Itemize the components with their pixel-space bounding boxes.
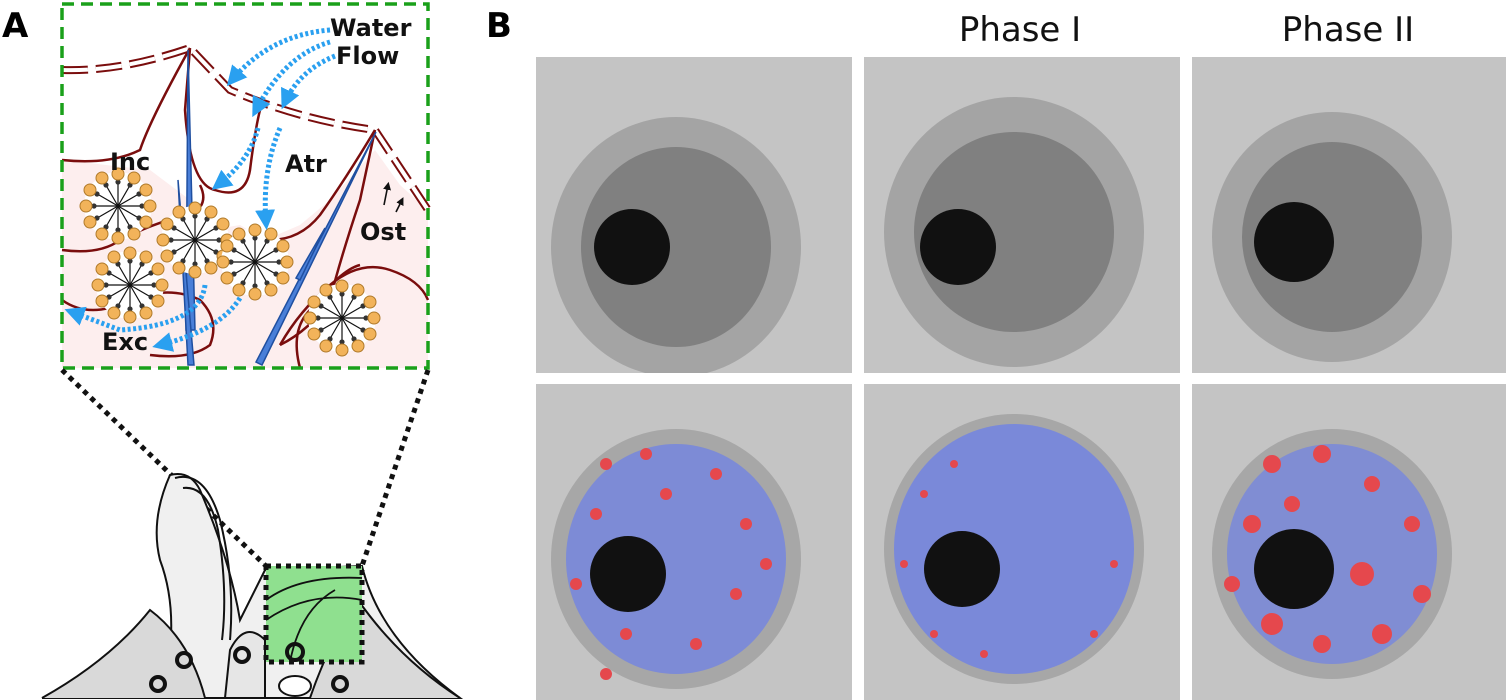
sponge-body [41, 473, 464, 699]
gemmule-core [1254, 529, 1334, 609]
micrograph-raw-phase-2 [1192, 57, 1506, 373]
panel-label-a: A [2, 6, 29, 46]
gemmule-core [594, 209, 670, 285]
micrograph-segmented-phase-2 [1192, 384, 1506, 700]
label-atrium: Atr [285, 150, 327, 178]
label-water: Water [330, 14, 412, 42]
label-flow: Flow [336, 42, 399, 70]
gemmule-core [1254, 202, 1334, 282]
chamber-overlay [570, 448, 772, 680]
gemmule-core [920, 209, 996, 285]
gemmule-core [590, 536, 666, 612]
zoom-region-box [263, 563, 365, 665]
chamber-overlay [1224, 445, 1431, 653]
zoom-connectors [60, 368, 431, 568]
ostium-arrows [383, 181, 404, 213]
label-incurrent: Inc [110, 148, 150, 176]
zoom-inset-frame [60, 2, 430, 370]
micrograph-segmented-phase-1 [864, 384, 1180, 700]
micrograph-raw-phase-1 [864, 57, 1180, 373]
canal-overlay [894, 424, 1134, 674]
gemmule-core [924, 531, 1000, 607]
canal-overlay [566, 444, 786, 674]
flow-arrows [64, 27, 336, 352]
column-title-phase-2: Phase II [1281, 10, 1415, 50]
zoom-inset: Water Flow Inc Atr Ost Exc [61, 4, 432, 369]
canal-overlay [1227, 444, 1437, 664]
sponge-schematic: Water Flow Inc Atr Ost Exc [41, 2, 464, 699]
panel-label-b: B [486, 6, 512, 46]
label-ostium: Ost [360, 218, 406, 246]
micrograph-raw-control [536, 57, 852, 373]
column-title-phase-1: Phase I [958, 10, 1082, 50]
chamber-overlay [900, 460, 1118, 658]
label-excurrent: Exc [102, 328, 148, 356]
micrograph-segmented-control [536, 384, 852, 700]
